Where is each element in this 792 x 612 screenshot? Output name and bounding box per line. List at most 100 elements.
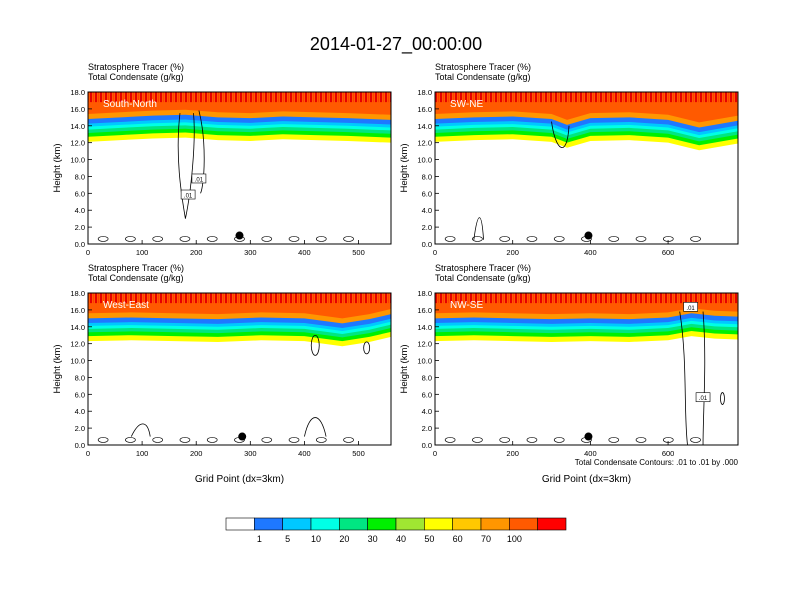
tracer-band-top <box>88 293 391 304</box>
y-axis-label: Height (km) <box>52 344 63 393</box>
x-tick-label: 400 <box>584 248 597 257</box>
condensate-contour <box>206 236 218 242</box>
contour-label-box <box>191 173 207 184</box>
condensate-contour <box>679 311 688 445</box>
y-tick-label: 4.0 <box>422 206 432 215</box>
contour-label-box <box>695 392 711 403</box>
y-axis-label: Height (km) <box>52 143 63 192</box>
condensate-contour <box>690 236 701 242</box>
y-tick-label: 10.0 <box>70 357 85 366</box>
condensate-contour <box>304 417 327 437</box>
contour-label-box <box>180 189 196 200</box>
condensate-contour <box>608 437 620 443</box>
contour-label: .01 <box>195 177 204 183</box>
colorbar-swatch <box>254 517 283 531</box>
condensate-contour <box>310 334 320 356</box>
condensate-contour <box>152 437 164 443</box>
y-axis-label: Height (km) <box>399 143 410 192</box>
x-tick-label: 200 <box>190 449 203 458</box>
y-tick-label: 8.0 <box>422 373 432 382</box>
panel-south-north: South-North .01 .01 Stratosphere Tracer (%)… <box>52 62 392 257</box>
condensate-contour <box>288 437 300 443</box>
panel-sw-ne: SW-NE Stratosphere Tracer (%)Total Conden… <box>399 62 739 257</box>
y-tick-label: 2.0 <box>422 223 432 232</box>
x-axis-label: Grid Point (dx=3km) <box>542 474 631 485</box>
colorbar-label: 30 <box>368 534 378 544</box>
x-tick-label: 500 <box>352 449 365 458</box>
plot-frame <box>434 292 739 446</box>
y-tick-label: 18.0 <box>70 289 85 298</box>
panel-header-line2: Total Condensate (g/kg) <box>88 72 184 82</box>
y-tick-label: 18.0 <box>417 289 432 298</box>
x-tick-label: 600 <box>662 449 675 458</box>
colorbar-label: 70 <box>481 534 491 544</box>
contour-note: Total Condensate Contours: .01 to .01 by… <box>575 458 739 467</box>
condensate-contour <box>720 392 725 405</box>
x-tick-label: 0 <box>86 449 90 458</box>
x-axis-label: Grid Point (dx=3km) <box>195 474 284 485</box>
condensate-contour <box>179 437 191 443</box>
y-tick-label: 4.0 <box>422 407 432 416</box>
x-tick-label: 400 <box>298 248 311 257</box>
condensate-contour <box>499 236 511 242</box>
colorbar-label: 60 <box>453 534 463 544</box>
condensate-contour <box>152 236 164 242</box>
condensate-contour <box>444 236 456 242</box>
y-tick-label: 14.0 <box>70 122 85 131</box>
condensate-contour <box>261 437 273 443</box>
panel-label: SW-NE <box>450 99 483 110</box>
x-tick-label: 0 <box>433 449 437 458</box>
y-tick-label: 2.0 <box>75 424 85 433</box>
condensate-contour <box>97 236 109 242</box>
condensate-contour <box>472 236 483 242</box>
condensate-contour <box>288 236 300 242</box>
y-tick-label: 12.0 <box>70 340 85 349</box>
condensate-contour <box>125 437 136 443</box>
condensate-contour <box>363 341 371 355</box>
location-marker <box>235 231 244 240</box>
panel-header-line1: Stratosphere Tracer (%) <box>88 263 184 273</box>
panel-label: NW-SE <box>450 300 483 311</box>
y-tick-label: 6.0 <box>422 189 432 198</box>
x-tick-label: 200 <box>190 248 203 257</box>
y-tick-label: 6.0 <box>75 189 85 198</box>
y-tick-label: 16.0 <box>417 306 432 315</box>
panel-header-line1: Stratosphere Tracer (%) <box>435 263 531 273</box>
x-tick-label: 400 <box>584 449 597 458</box>
panel-header-line1: Stratosphere Tracer (%) <box>88 62 184 72</box>
colorbar-swatch <box>310 517 340 531</box>
condensate-contour <box>130 423 151 437</box>
y-tick-label: 6.0 <box>422 390 432 399</box>
panel-label: South-North <box>103 99 157 110</box>
x-tick-label: 200 <box>506 449 519 458</box>
colorbar: 1 5 10 20 30 40 50 60 70 100 <box>225 517 567 544</box>
panel-header-line2: Total Condensate (g/kg) <box>435 72 531 82</box>
condensate-contour <box>690 437 701 443</box>
contour-label: .01 <box>184 194 193 200</box>
y-tick-label: 4.0 <box>75 407 85 416</box>
condensate-contour <box>473 217 484 240</box>
colorbar-label: 10 <box>311 534 321 544</box>
x-tick-label: 100 <box>136 248 149 257</box>
colorbar-label: 20 <box>339 534 349 544</box>
condensate-contour <box>635 236 647 242</box>
x-tick-label: 300 <box>244 449 257 458</box>
condensate-contour <box>177 113 195 219</box>
colorbar-swatch <box>537 517 567 531</box>
condensate-contour <box>551 121 570 149</box>
location-marker <box>238 432 247 441</box>
x-tick-label: 100 <box>136 449 149 458</box>
x-tick-label: 600 <box>662 248 675 257</box>
condensate-contour <box>526 236 538 242</box>
condensate-contour <box>499 437 511 443</box>
condensate-contour <box>608 236 620 242</box>
y-tick-label: 10.0 <box>70 156 85 165</box>
colorbar-swatch <box>509 517 538 531</box>
figure-title: 2014-01-27_00:00:00 <box>310 34 482 55</box>
condensate-contour <box>198 110 205 194</box>
y-tick-label: 18.0 <box>70 88 85 97</box>
colorbar-swatch <box>424 517 453 531</box>
panel-west-east: West-East Stratosphere Tracer (%)Total Co… <box>52 263 392 485</box>
panel-header-line1: Stratosphere Tracer (%) <box>435 62 531 72</box>
